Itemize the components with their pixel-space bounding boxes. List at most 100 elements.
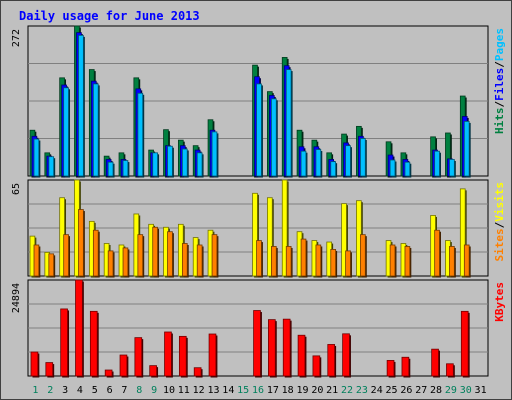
bar-pages-day-2 — [48, 156, 55, 177]
bar-sites-day-23 — [360, 234, 366, 277]
bar-kbytes-day-3 — [60, 308, 68, 377]
x-tick-day-24: 24 — [371, 385, 383, 396]
x-tick-day-13: 13 — [207, 385, 219, 396]
bar-kbytes-day-13 — [208, 333, 217, 377]
bar-kbytes-day-4 — [75, 279, 83, 377]
legend-pages: Pages — [493, 28, 506, 61]
bar-pages-day-7 — [122, 160, 129, 177]
bar-sites-day-28 — [434, 229, 440, 277]
bar-pages-day-17 — [271, 98, 277, 177]
bar-kbytes-day-26 — [401, 356, 410, 377]
bar-sites-day-13 — [211, 234, 218, 277]
x-tick-day-31: 31 — [475, 385, 487, 396]
x-tick-day-19: 19 — [296, 385, 308, 396]
bar-kbytes-day-11 — [178, 335, 187, 377]
bar-pages-day-12 — [196, 152, 203, 177]
ymax-label-pages-files-hits: 272 — [11, 29, 22, 47]
bar-kbytes-day-21 — [327, 344, 336, 377]
bar-kbytes-day-10 — [164, 331, 172, 377]
x-tick-day-11: 11 — [178, 385, 190, 396]
legend-files: Files — [493, 68, 506, 101]
bar-sites-day-16 — [256, 240, 262, 277]
bar-kbytes-day-29 — [446, 363, 454, 377]
bar-sites-day-1 — [33, 244, 40, 277]
x-tick-day-7: 7 — [121, 385, 127, 396]
bar-pages-day-8 — [137, 92, 144, 177]
bar-sites-day-17 — [271, 246, 277, 277]
bar-visits-day-22 — [341, 203, 347, 277]
bar-kbytes-day-1 — [30, 351, 39, 377]
x-tick-day-26: 26 — [400, 385, 412, 396]
bar-pages-day-5 — [92, 83, 99, 177]
legend-visits-sites: Sites/Visits — [493, 182, 506, 262]
bar-visits-day-17 — [267, 197, 273, 277]
bar-sites-day-22 — [345, 250, 351, 277]
bar-kbytes-day-9 — [149, 365, 157, 377]
x-tick-day-10: 10 — [163, 385, 175, 396]
bar-pages-day-29 — [449, 159, 455, 177]
bar-sites-day-20 — [315, 244, 322, 277]
bar-kbytes-day-5 — [89, 310, 98, 377]
bar-sites-day-21 — [330, 249, 337, 277]
x-tick-day-9: 9 — [151, 385, 157, 396]
x-tick-day-25: 25 — [386, 385, 398, 396]
bar-pages-day-21 — [330, 161, 337, 177]
bar-sites-day-26 — [404, 246, 411, 277]
x-tick-day-5: 5 — [92, 385, 98, 396]
bar-visits-day-30 — [459, 188, 466, 277]
ymax-label-visits-sites: 65 — [11, 183, 22, 195]
x-tick-day-4: 4 — [77, 385, 83, 396]
x-tick-day-27: 27 — [415, 385, 427, 396]
bar-pages-day-28 — [434, 150, 440, 177]
x-tick-day-15: 15 — [237, 385, 249, 396]
x-tick-day-23: 23 — [356, 385, 368, 396]
bar-pages-day-10 — [167, 145, 173, 177]
legend-kbytes: KBytes — [493, 282, 506, 322]
bar-sites-day-9 — [152, 226, 158, 277]
bar-pages-day-16 — [256, 83, 262, 177]
bar-sites-day-25 — [389, 244, 396, 277]
bar-kbytes-day-30 — [460, 310, 469, 377]
legend-separator: / — [493, 221, 506, 228]
ymax-label-kbytes: 24894 — [11, 283, 22, 313]
bar-pages-day-6 — [107, 161, 114, 177]
bar-pages-day-18 — [285, 69, 292, 177]
bar-sites-day-7 — [122, 247, 129, 277]
x-tick-day-28: 28 — [430, 385, 442, 396]
legend-pages-files-hits: Hits/Files/Pages — [493, 28, 506, 134]
bar-kbytes-day-6 — [104, 369, 113, 377]
bar-pages-day-4 — [78, 34, 84, 177]
bar-sites-day-18 — [285, 246, 292, 277]
bar-sites-day-8 — [137, 234, 144, 277]
x-tick-day-20: 20 — [311, 385, 323, 396]
bar-kbytes-day-12 — [193, 367, 202, 377]
chart-title: Daily usage for June 2013 — [19, 9, 200, 23]
bar-sites-day-5 — [92, 229, 99, 277]
bar-kbytes-day-25 — [386, 360, 395, 377]
bar-sites-day-30 — [463, 244, 470, 277]
bar-sites-day-10 — [167, 231, 173, 277]
x-tick-day-8: 8 — [136, 385, 142, 396]
legend-hits: Hits — [493, 108, 506, 135]
bar-pages-day-11 — [181, 148, 188, 177]
bar-pages-day-23 — [360, 138, 366, 177]
legend-separator: / — [493, 61, 506, 68]
bar-kbytes-day-16 — [253, 310, 261, 377]
bar-visits-day-16 — [252, 192, 258, 277]
bar-pages-day-13 — [211, 131, 218, 177]
bar-sites-day-6 — [107, 250, 114, 277]
bar-kbytes-day-2 — [45, 362, 54, 377]
bar-pages-day-20 — [315, 149, 322, 177]
bar-visits-day-18 — [281, 179, 288, 277]
bar-sites-day-12 — [196, 244, 203, 277]
bar-sites-day-19 — [300, 238, 307, 277]
x-tick-day-17: 17 — [267, 385, 279, 396]
x-tick-day-21: 21 — [326, 385, 338, 396]
legend-sites: Sites — [493, 228, 506, 261]
bar-kbytes-day-18 — [282, 318, 291, 377]
bar-pages-day-22 — [345, 145, 351, 177]
bar-pages-day-30 — [463, 121, 470, 177]
bar-sites-day-2 — [48, 253, 55, 277]
bar-kbytes-day-17 — [268, 319, 276, 377]
x-tick-day-14: 14 — [222, 385, 234, 396]
